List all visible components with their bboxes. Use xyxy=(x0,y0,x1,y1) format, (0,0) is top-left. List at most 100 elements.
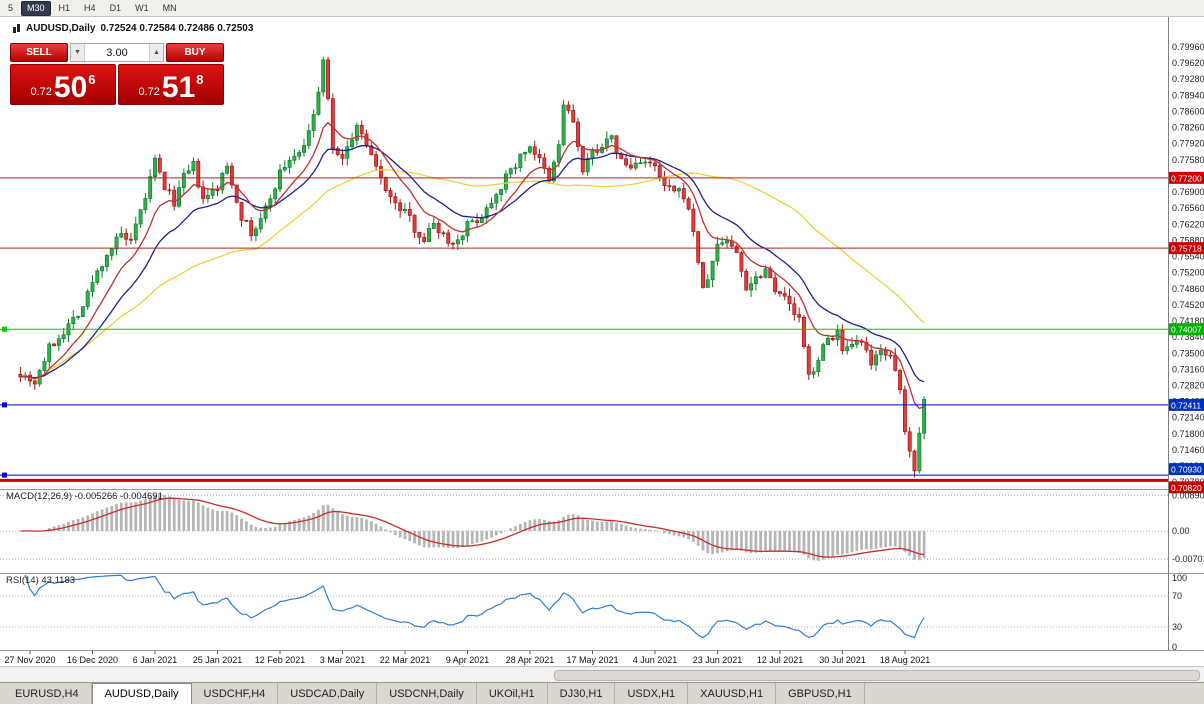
svg-text:0.71460: 0.71460 xyxy=(1172,445,1204,455)
svg-text:100: 100 xyxy=(1172,573,1187,583)
volume-input[interactable] xyxy=(85,44,149,61)
svg-text:0.78260: 0.78260 xyxy=(1172,123,1204,133)
chart-tab-audusd-daily[interactable]: AUDUSD,Daily xyxy=(91,683,192,704)
rsi-line xyxy=(24,574,925,639)
buy-button[interactable]: BUY xyxy=(166,43,224,62)
svg-text:28 Apr 2021: 28 Apr 2021 xyxy=(506,655,555,665)
svg-text:12 Jul 2021: 12 Jul 2021 xyxy=(757,655,804,665)
svg-text:0.79280: 0.79280 xyxy=(1172,74,1204,84)
svg-text:0.75540: 0.75540 xyxy=(1172,252,1204,262)
svg-text:0.72411: 0.72411 xyxy=(1171,400,1201,410)
svg-text:0.00890: 0.00890 xyxy=(1172,490,1204,500)
chart-tab-usdcnh-daily[interactable]: USDCNH,Daily xyxy=(377,683,477,704)
date-axis: 27 Nov 2020 16 Dec 2020 6 Jan 2021 25 Jan 2… xyxy=(4,650,931,665)
svg-text:0.75718: 0.75718 xyxy=(1171,244,1202,254)
sell-button[interactable]: SELL xyxy=(10,43,68,62)
svg-text:23 Jun 2021: 23 Jun 2021 xyxy=(693,655,743,665)
svg-text:0.71800: 0.71800 xyxy=(1172,429,1204,439)
timeframe-toolbar: 5 M30 H1 H4 D1 W1 MN xyxy=(0,0,1204,17)
price-chart-canvas[interactable]: 0.79960 0.79620 0.79280 0.78940 0.78600 0.782… xyxy=(0,17,1204,666)
svg-text:0.78940: 0.78940 xyxy=(1172,90,1204,100)
svg-text:6 Jan 2021: 6 Jan 2021 xyxy=(133,655,178,665)
svg-text:0.74007: 0.74007 xyxy=(1171,325,1202,335)
chart-tabs-bar: EURUSD,H4 AUDUSD,Daily USDCHF,H4 USDCAD,Dai… xyxy=(0,682,1204,704)
svg-text:18 Aug 2021: 18 Aug 2021 xyxy=(880,655,931,665)
chart-tab-eurusd-h4[interactable]: EURUSD,H4 xyxy=(3,683,92,704)
timeframe-button-w1[interactable]: W1 xyxy=(135,2,149,13)
chart-tab-gbpusd-h1[interactable]: GBPUSD,H1 xyxy=(776,683,865,704)
price-axis: 0.79960 0.79620 0.79280 0.78940 0.78600 0.782… xyxy=(1169,42,1204,494)
chart-tab-usdcad-daily[interactable]: USDCAD,Daily xyxy=(278,683,378,704)
svg-text:0.70930: 0.70930 xyxy=(1171,465,1202,475)
svg-text:0.77920: 0.77920 xyxy=(1172,139,1204,149)
bid-price-sup: 6 xyxy=(88,72,96,87)
macd-signal-line xyxy=(20,497,925,558)
svg-text:0.78600: 0.78600 xyxy=(1172,106,1204,116)
timeframe-button-m30[interactable]: M30 xyxy=(21,0,51,16)
svg-text:0.79620: 0.79620 xyxy=(1172,58,1204,68)
svg-text:0.73500: 0.73500 xyxy=(1172,348,1204,358)
bid-price-big: 50 xyxy=(53,71,88,104)
macd-panel: 0.00890 0.00 -0.00701 xyxy=(0,490,1204,564)
chart-tab-ukoil-h1[interactable]: UKOil,H1 xyxy=(477,683,548,704)
timeframe-button-5[interactable]: 5 xyxy=(8,2,14,13)
svg-text:25 Jan 2021: 25 Jan 2021 xyxy=(193,655,243,665)
svg-text:22 Mar 2021: 22 Mar 2021 xyxy=(380,655,431,665)
chart-tab-usdchf-h4[interactable]: USDCHF,H4 xyxy=(192,683,279,704)
horizontal-scrollbar[interactable] xyxy=(0,666,1204,682)
svg-text:0.75200: 0.75200 xyxy=(1172,268,1204,278)
svg-text:70: 70 xyxy=(1172,591,1182,601)
svg-text:4 Jun 2021: 4 Jun 2021 xyxy=(633,655,678,665)
rsi-indicator-label: RSI(14) 43.1183 xyxy=(6,575,76,586)
svg-text:0.70820: 0.70820 xyxy=(1171,483,1202,493)
ask-price-tile[interactable]: 0.72 51 8 xyxy=(118,64,224,105)
chart-title: AUDUSD,Daily 0.72524 0.72584 0.72486 0.7… xyxy=(12,23,253,34)
ma-line-fast xyxy=(20,121,925,410)
svg-text:0.76560: 0.76560 xyxy=(1172,203,1204,213)
svg-text:0.72140: 0.72140 xyxy=(1172,413,1204,423)
svg-text:0.74180: 0.74180 xyxy=(1172,316,1204,326)
svg-text:0.75880: 0.75880 xyxy=(1172,235,1204,245)
bid-price-tile[interactable]: 0.72 50 6 xyxy=(10,64,116,105)
svg-text:30: 30 xyxy=(1172,622,1182,632)
svg-text:0: 0 xyxy=(1172,642,1177,652)
volume-box: ▼ ▲ xyxy=(70,43,164,62)
chart-symbol-label: AUDUSD,Daily xyxy=(26,23,96,34)
timeframe-button-h4[interactable]: H4 xyxy=(84,2,96,13)
svg-text:0.73840: 0.73840 xyxy=(1172,332,1204,342)
chart-tab-usdx-h1[interactable]: USDX,H1 xyxy=(615,683,689,704)
svg-text:0.74860: 0.74860 xyxy=(1172,284,1204,294)
bid-price-prefix: 0.72 xyxy=(30,86,52,98)
chart-tab-dj30-h1[interactable]: DJ30,H1 xyxy=(548,683,616,704)
ma-line-slow xyxy=(20,168,925,380)
rsi-panel: 100 70 30 0 xyxy=(0,573,1187,652)
horizontal-scrollbar-thumb[interactable] xyxy=(553,670,1200,681)
volume-increase-button[interactable]: ▲ xyxy=(149,44,163,61)
one-click-trading-panel: SELL ▼ ▲ BUY 0.72 50 6 0.72 51 8 xyxy=(10,43,224,105)
moving-averages-layer xyxy=(20,121,925,410)
svg-text:3 Mar 2021: 3 Mar 2021 xyxy=(320,655,366,665)
svg-text:9 Apr 2021: 9 Apr 2021 xyxy=(446,655,490,665)
svg-text:0.76220: 0.76220 xyxy=(1172,219,1204,229)
svg-text:0.00: 0.00 xyxy=(1172,526,1190,536)
svg-text:0.72820: 0.72820 xyxy=(1172,381,1204,391)
svg-text:16 Dec 2020: 16 Dec 2020 xyxy=(67,655,118,665)
volume-decrease-button[interactable]: ▼ xyxy=(71,44,85,61)
svg-text:-0.00701: -0.00701 xyxy=(1172,554,1204,564)
chart-ohlc-values: 0.72524 0.72584 0.72486 0.72503 xyxy=(100,23,254,34)
ask-price-sup: 8 xyxy=(196,72,204,87)
chart-tab-xauusd-h1[interactable]: XAUUSD,H1 xyxy=(688,683,777,704)
timeframe-button-d1[interactable]: D1 xyxy=(109,2,122,13)
timeframe-button-mn[interactable]: MN xyxy=(162,2,177,13)
ma-line-mid xyxy=(20,145,925,383)
svg-text:0.77200: 0.77200 xyxy=(1171,173,1202,183)
svg-text:12 Feb 2021: 12 Feb 2021 xyxy=(255,655,306,665)
timeframe-button-h1[interactable]: H1 xyxy=(58,2,71,13)
svg-text:27 Nov 2020: 27 Nov 2020 xyxy=(4,655,55,665)
svg-text:30 Jul 2021: 30 Jul 2021 xyxy=(819,655,866,665)
svg-text:0.77580: 0.77580 xyxy=(1172,155,1204,165)
ask-price-prefix: 0.72 xyxy=(138,86,160,98)
ask-price-big: 51 xyxy=(161,71,196,104)
horizontal-levels-layer xyxy=(0,177,1168,482)
